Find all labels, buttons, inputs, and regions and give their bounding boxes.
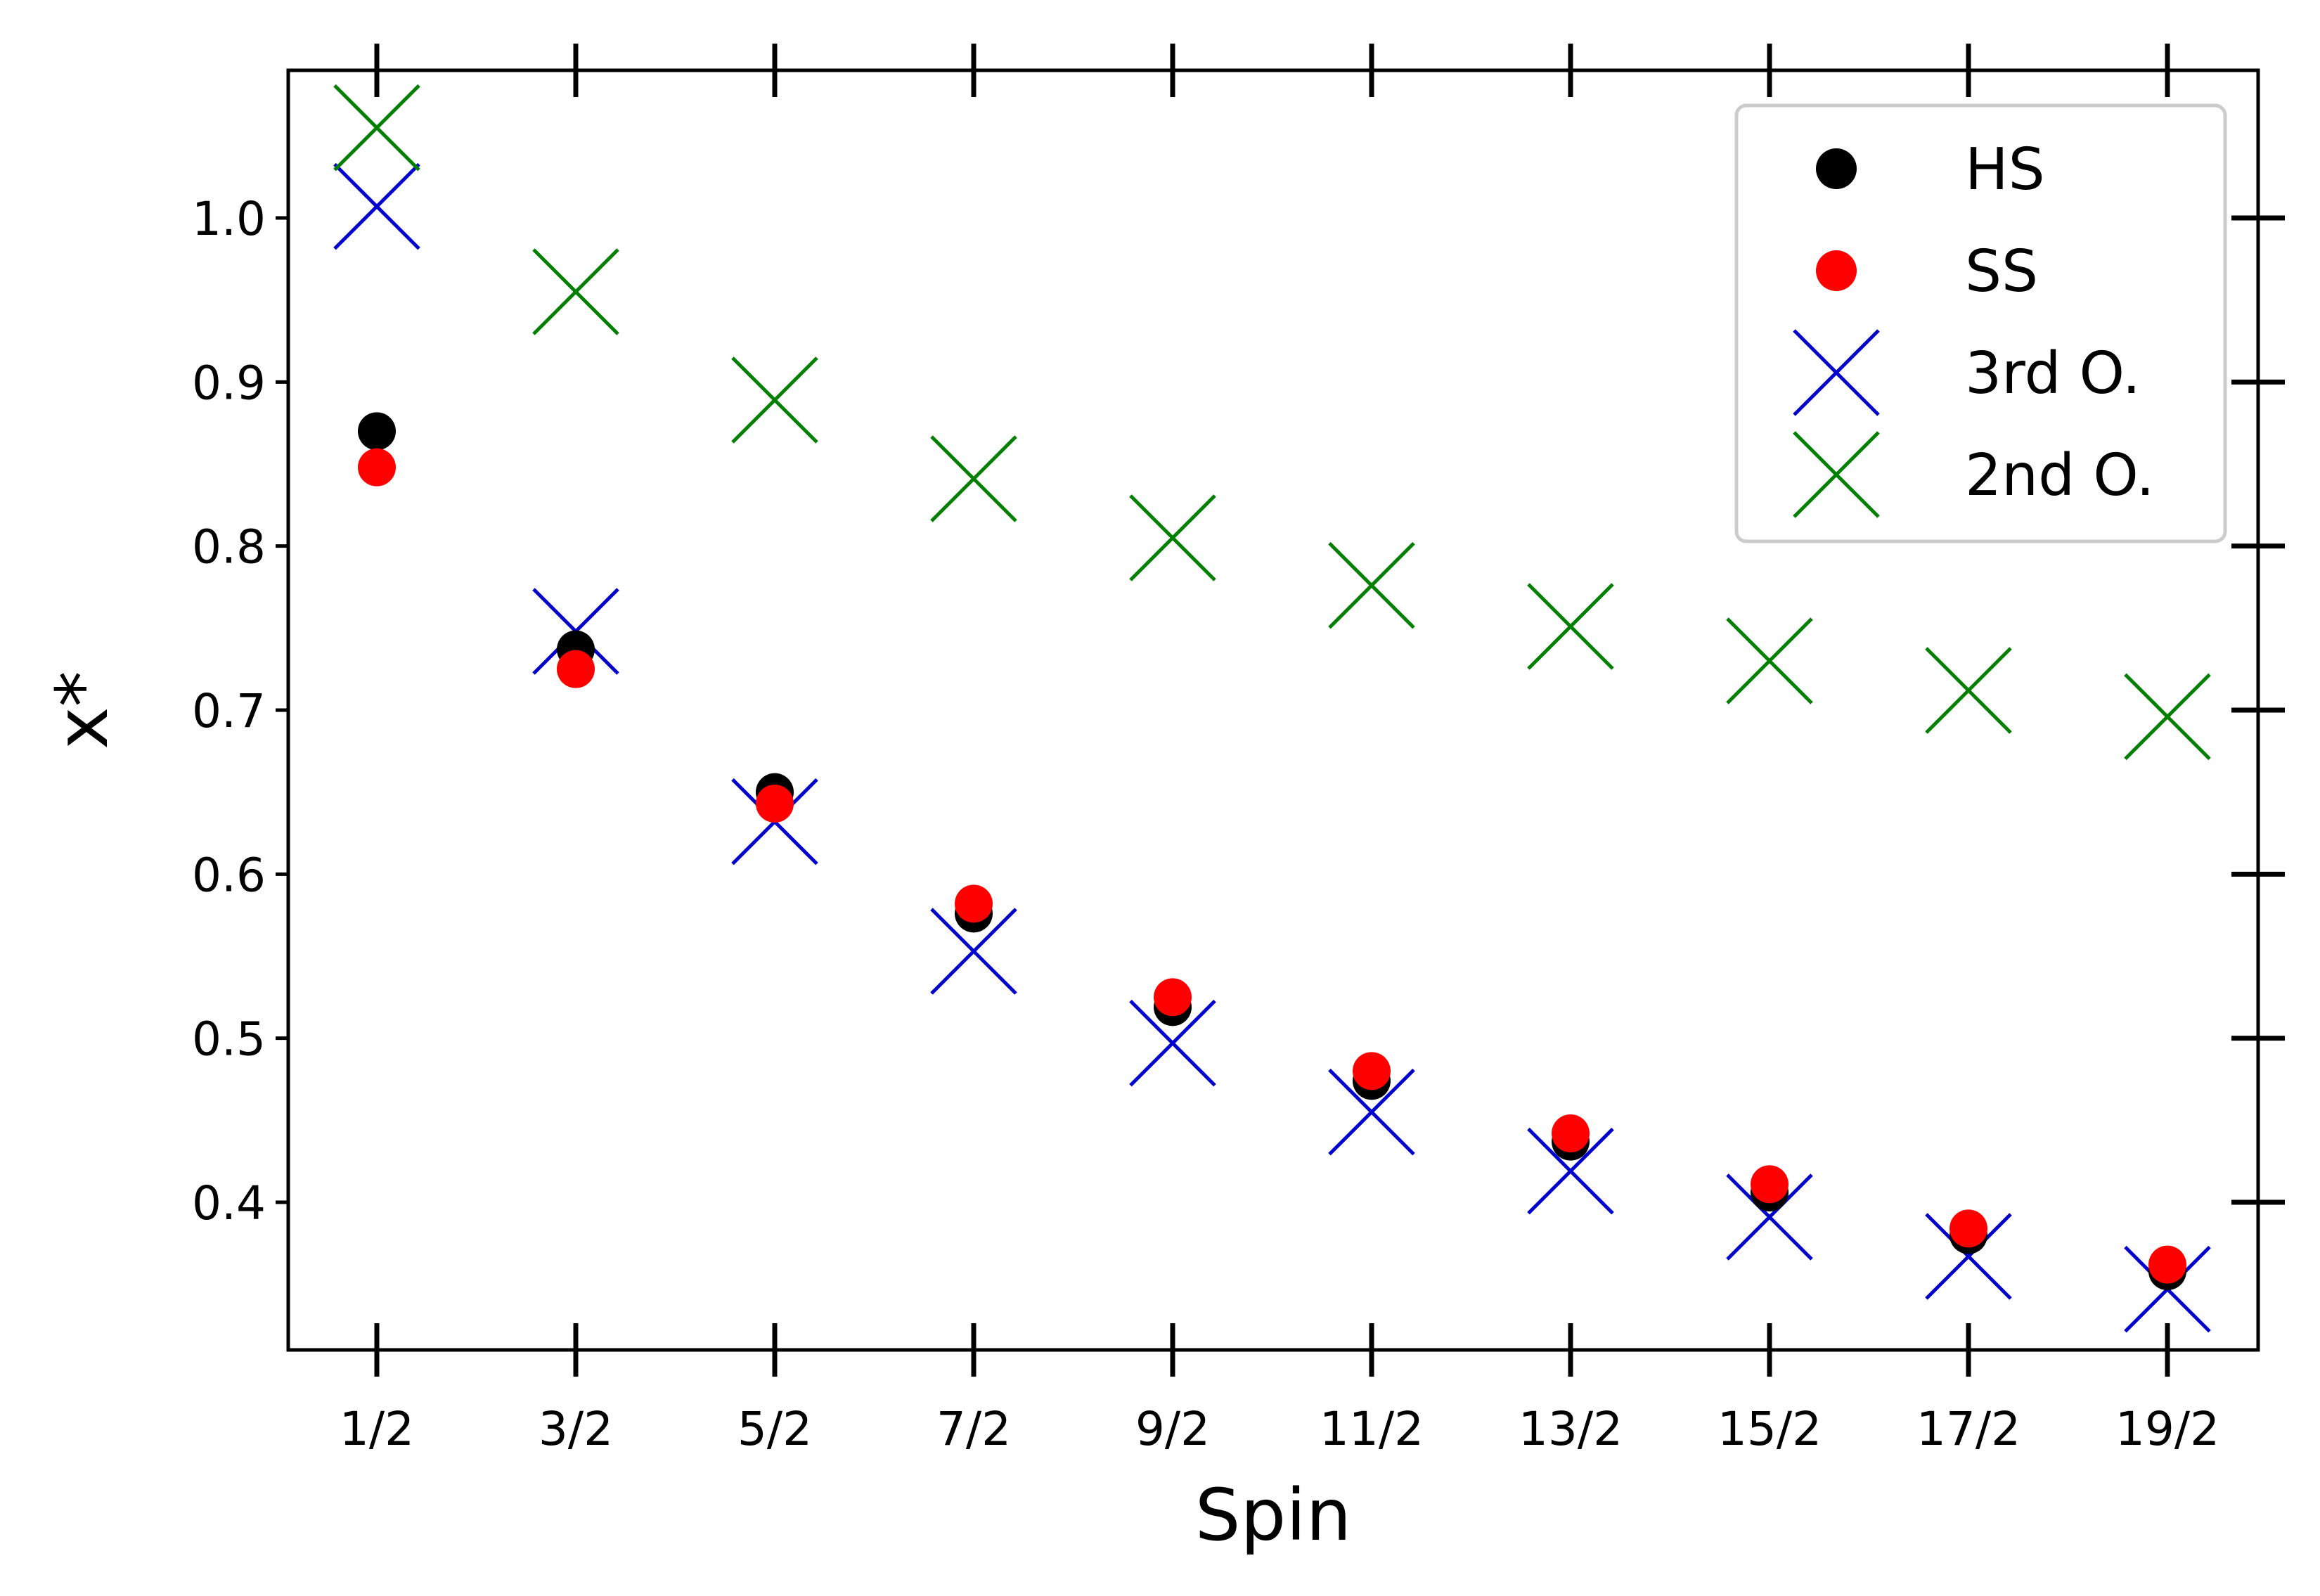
- legend-label-3rd-o: 3rd O.: [1965, 340, 2141, 407]
- y-tick-label: 0.4: [192, 1176, 266, 1230]
- x-marker-stroke: [930, 435, 1017, 522]
- x-marker-stroke: [1527, 1127, 1614, 1215]
- legend-label-2nd-o: 2nd O.: [1965, 442, 2155, 509]
- data-point-3rd-o: [1129, 999, 1216, 1087]
- x-tick-label: 5/2: [737, 1402, 812, 1456]
- x-marker-stroke: [333, 84, 420, 172]
- data-point-ss: [1353, 1052, 1391, 1090]
- y-tick-label: 0.8: [192, 520, 266, 574]
- data-point-ss: [2148, 1245, 2186, 1284]
- data-markers: [333, 84, 2211, 1333]
- x-tick-label: 13/2: [1519, 1402, 1623, 1456]
- data-point-2nd-o: [2124, 673, 2211, 761]
- x-marker-stroke: [1793, 431, 1880, 518]
- x-marker-stroke: [1925, 1213, 2012, 1300]
- x-marker-stroke: [731, 356, 818, 444]
- data-point-2nd-o: [1129, 494, 1216, 581]
- x-marker-stroke: [2124, 673, 2211, 761]
- x-marker-stroke: [1328, 1068, 1415, 1156]
- x-marker-stroke: [930, 908, 1017, 995]
- data-point-hs: [358, 412, 396, 451]
- x-tick-label: 19/2: [2115, 1402, 2219, 1456]
- data-point-ss: [557, 650, 595, 688]
- legend-marker-hs: [1816, 148, 1857, 189]
- data-point-2nd-o: [1726, 617, 1813, 704]
- data-point-2nd-o: [1925, 647, 2012, 734]
- data-point-ss: [955, 884, 993, 923]
- data-point-2nd-o: [731, 356, 818, 444]
- data-point-3rd-o: [930, 908, 1017, 995]
- x-marker-stroke: [1129, 494, 1216, 581]
- data-point-2nd-o: [1527, 583, 1614, 670]
- data-point-2nd-o: [930, 435, 1017, 522]
- x-marker-stroke: [1925, 647, 2012, 734]
- y-tick-label: 0.9: [192, 356, 266, 410]
- x-marker-stroke: [1793, 329, 1880, 416]
- data-point-3rd-o: [1328, 1068, 1415, 1156]
- legend-marker-2nd-o: [1793, 431, 1880, 518]
- data-point-3rd-o: [333, 162, 420, 250]
- y-tick-label: 1.0: [192, 192, 266, 246]
- data-point-ss: [1154, 978, 1192, 1017]
- legend-marker-ss: [1816, 250, 1857, 291]
- x-tick-label: 15/2: [1718, 1402, 1822, 1456]
- data-point-ss: [358, 448, 396, 487]
- x-marker-stroke: [333, 162, 420, 250]
- x-tick-label: 9/2: [1135, 1402, 1210, 1456]
- data-point-3rd-o: [1527, 1127, 1614, 1215]
- legend-box: [1734, 103, 2227, 543]
- x-tick-label: 1/2: [340, 1402, 414, 1456]
- y-tick-label: 0.5: [192, 1012, 266, 1067]
- x-marker-stroke: [1726, 617, 1813, 704]
- x-marker-stroke: [1726, 1173, 1813, 1261]
- data-point-ss: [756, 785, 794, 823]
- x-tick-label: 7/2: [936, 1402, 1011, 1456]
- x-axis-label: Spin: [1195, 1474, 1351, 1557]
- data-point-2nd-o: [333, 84, 420, 172]
- legend-label-ss: SS: [1965, 238, 2038, 305]
- data-point-2nd-o: [1328, 541, 1415, 629]
- data-point-3rd-o: [1925, 1213, 2012, 1300]
- y-axis-label: x*: [41, 671, 124, 749]
- x-tick-label: 17/2: [1916, 1402, 2021, 1456]
- x-tick-label: 11/2: [1320, 1402, 1424, 1456]
- x-tick-label: 3/2: [539, 1402, 613, 1456]
- x-marker-stroke: [532, 248, 619, 335]
- x-marker-stroke: [1328, 541, 1415, 629]
- y-tick-label: 0.6: [192, 848, 266, 902]
- data-point-2nd-o: [532, 248, 619, 335]
- data-point-ss: [1751, 1165, 1789, 1204]
- x-marker-stroke: [1527, 583, 1614, 670]
- y-tick-label: 0.7: [192, 684, 266, 738]
- plot-frame: [286, 68, 2260, 1352]
- tick-labels: 1/2 3/2 5/2 7/2 9/2 11/2 13/2 15/2 17/2 19/2 0.4 0.…: [192, 192, 2219, 1456]
- legend: HS SS 3rd O. 2nd O.: [1734, 103, 2227, 543]
- legend-marker-3rd-o: [1793, 329, 1880, 416]
- data-point-ss: [1552, 1114, 1590, 1152]
- x-marker-stroke: [1129, 999, 1216, 1087]
- data-point-ss: [1950, 1209, 1987, 1248]
- data-point-3rd-o: [1726, 1173, 1813, 1261]
- legend-label-hs: HS: [1965, 136, 2045, 203]
